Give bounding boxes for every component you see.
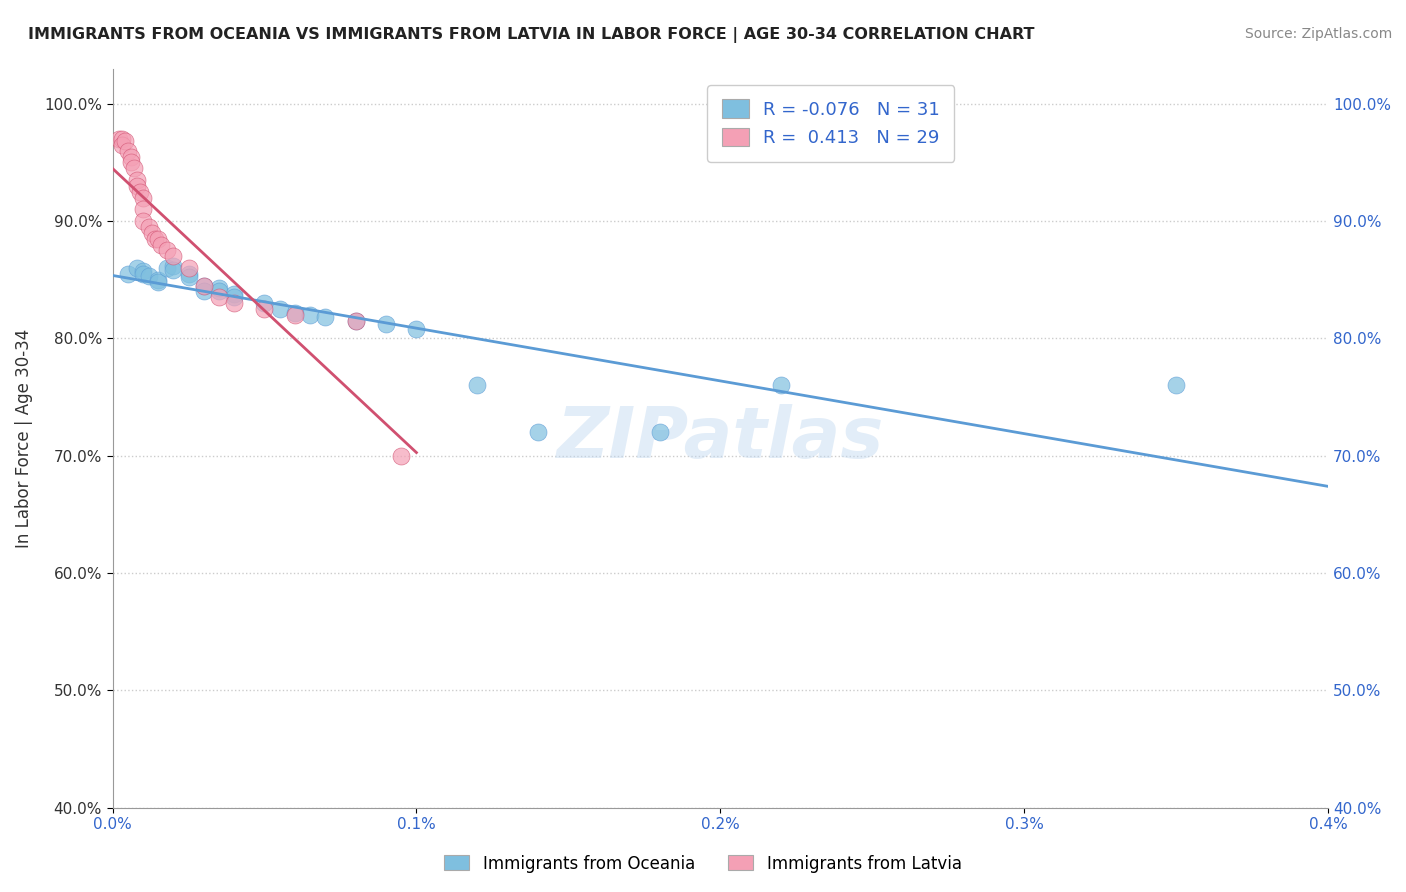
Point xyxy=(177,260,200,275)
Y-axis label: In Labor Force | Age 30-34: In Labor Force | Age 30-34 xyxy=(15,328,32,548)
Legend: Immigrants from Oceania, Immigrants from Latvia: Immigrants from Oceania, Immigrants from… xyxy=(437,848,969,880)
Point xyxy=(150,237,173,252)
Point xyxy=(222,290,245,304)
Point xyxy=(253,301,276,316)
Point xyxy=(132,214,155,228)
Point xyxy=(222,296,245,310)
Point xyxy=(253,296,276,310)
Point xyxy=(222,286,245,301)
Point xyxy=(125,173,148,187)
Text: Source: ZipAtlas.com: Source: ZipAtlas.com xyxy=(1244,27,1392,41)
Point xyxy=(120,155,142,169)
Point xyxy=(122,161,145,176)
Point xyxy=(132,191,155,205)
Point xyxy=(208,285,231,299)
Point xyxy=(284,308,307,322)
Point xyxy=(208,281,231,295)
Point xyxy=(146,275,169,289)
Point xyxy=(193,285,215,299)
Point xyxy=(111,132,134,146)
Point xyxy=(107,132,129,146)
Point xyxy=(314,310,336,325)
Point xyxy=(162,263,184,277)
Point xyxy=(143,232,166,246)
Text: ZIPatlas: ZIPatlas xyxy=(557,403,884,473)
Point xyxy=(138,269,160,284)
Point xyxy=(156,260,179,275)
Point xyxy=(132,202,155,217)
Point xyxy=(114,134,136,148)
Point xyxy=(375,318,398,332)
Point xyxy=(208,290,231,304)
Point xyxy=(138,219,160,234)
Point xyxy=(120,149,142,163)
Point xyxy=(117,144,139,158)
Point xyxy=(141,226,163,240)
Point xyxy=(132,267,155,281)
Point xyxy=(405,322,427,336)
Point xyxy=(146,273,169,287)
Point xyxy=(389,449,412,463)
Point xyxy=(177,267,200,281)
Point xyxy=(132,264,155,278)
Point xyxy=(344,314,367,328)
Point xyxy=(344,314,367,328)
Point xyxy=(111,137,134,152)
Point xyxy=(299,308,322,322)
Point xyxy=(770,378,793,392)
Point xyxy=(117,267,139,281)
Point xyxy=(156,244,179,258)
Point xyxy=(284,305,307,319)
Point xyxy=(193,278,215,293)
Point xyxy=(269,301,291,316)
Point xyxy=(128,185,150,199)
Point xyxy=(125,178,148,193)
Legend: R = -0.076   N = 31, R =  0.413   N = 29: R = -0.076 N = 31, R = 0.413 N = 29 xyxy=(707,85,955,161)
Point xyxy=(465,378,488,392)
Point xyxy=(177,270,200,285)
Point xyxy=(1166,378,1188,392)
Point xyxy=(527,425,550,440)
Point xyxy=(162,259,184,273)
Point xyxy=(162,249,184,263)
Point xyxy=(648,425,671,440)
Point xyxy=(146,232,169,246)
Point xyxy=(125,260,148,275)
Point xyxy=(193,278,215,293)
Text: IMMIGRANTS FROM OCEANIA VS IMMIGRANTS FROM LATVIA IN LABOR FORCE | AGE 30-34 COR: IMMIGRANTS FROM OCEANIA VS IMMIGRANTS FR… xyxy=(28,27,1035,43)
